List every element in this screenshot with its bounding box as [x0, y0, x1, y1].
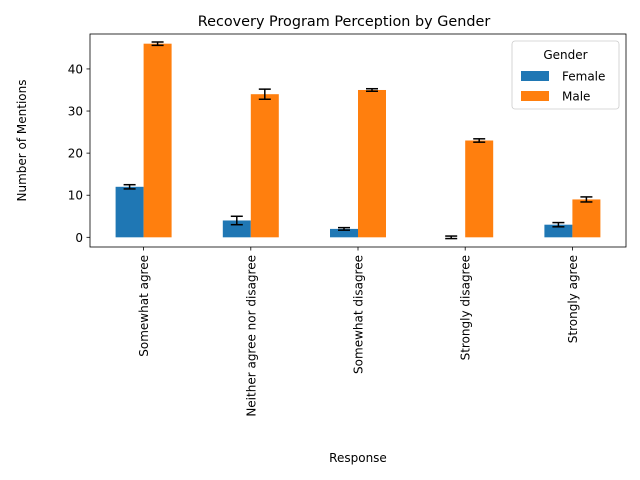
- bar-male: [143, 43, 172, 238]
- error-bar-male: [473, 138, 486, 143]
- y-tick-label: 20: [68, 147, 83, 161]
- x-tick-label: Somewhat disagree: [352, 255, 366, 374]
- bar-male: [572, 199, 601, 238]
- error-bar-female: [445, 235, 458, 240]
- bar-female: [222, 220, 251, 238]
- bar-female: [115, 186, 144, 238]
- chart-title: Recovery Program Perception by Gender: [198, 14, 491, 30]
- error-bar-female: [552, 221, 565, 228]
- error-bar-female: [230, 215, 243, 226]
- x-tick-label: Neither agree nor disagree: [244, 255, 258, 417]
- error-bar-female: [123, 183, 136, 190]
- legend: Gender Female Male: [511, 40, 620, 110]
- bar-male: [358, 89, 386, 238]
- bar-female: [544, 224, 573, 238]
- bar-male: [250, 94, 279, 238]
- legend-label: Male: [562, 90, 590, 104]
- x-tick-label: Strongly disagree: [459, 255, 473, 360]
- error-bar-male: [258, 88, 271, 100]
- x-tick-label: Somewhat agree: [137, 255, 151, 357]
- error-bar-male: [580, 196, 593, 203]
- legend-swatch: [521, 91, 549, 101]
- y-tick-label: 40: [68, 62, 83, 76]
- legend-label: Female: [562, 70, 605, 84]
- bar-female: [330, 228, 358, 238]
- error-bar-female: [338, 226, 350, 231]
- y-tick-label: 10: [68, 189, 83, 203]
- y-tick-label: 0: [75, 231, 83, 245]
- x-tick-label: Strongly agree: [566, 255, 580, 343]
- bar-male: [465, 140, 494, 238]
- error-bar-male: [151, 41, 164, 47]
- legend-swatch: [521, 71, 549, 81]
- y-tick-label: 30: [68, 105, 83, 119]
- legend-title: Gender: [543, 48, 587, 62]
- y-axis-label: Number of Mentions: [15, 80, 29, 202]
- error-bar-male: [366, 87, 378, 92]
- x-axis-label: Response: [329, 451, 387, 465]
